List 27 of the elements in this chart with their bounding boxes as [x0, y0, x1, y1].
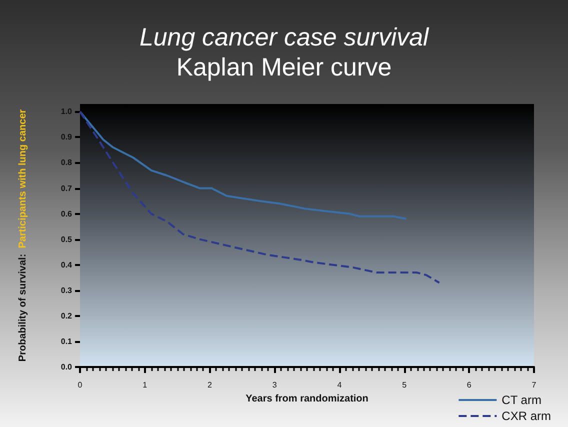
y-tick-label: 0.2 — [60, 311, 73, 320]
x-tick-label: 6 — [466, 380, 472, 390]
y-tick-label: 0.0 — [60, 362, 73, 372]
x-tick-label: 5 — [402, 380, 408, 390]
y-axis-title: Probability of survival: Participants with lung cancer — [18, 109, 28, 362]
x-tick-label: 3 — [272, 380, 278, 390]
x-tick-label: 0 — [78, 380, 83, 390]
chart-subtitle: Kaplan Meier curve — [176, 54, 392, 82]
line-series — [79, 110, 440, 284]
x-tick-label: 2 — [207, 380, 212, 390]
line-series — [79, 110, 408, 220]
y-tick-label: 0.3 — [60, 286, 73, 295]
legend-label: CT arm — [502, 393, 542, 407]
y-tick-label: 0.4 — [60, 260, 73, 270]
y-tick-label: 0.5 — [60, 234, 73, 244]
x-tick-label: 7 — [532, 380, 537, 390]
x-axis-title: Years from randomization — [246, 394, 368, 404]
legend-label: CXR arm — [502, 409, 552, 423]
y-tick-label: 0.1 — [60, 336, 73, 346]
x-tick-label: 1 — [142, 380, 148, 390]
y-tick-label: 1.0 — [60, 107, 73, 116]
chart-title: Lung cancer case survival — [139, 24, 430, 52]
y-tick-label: 0.9 — [60, 132, 73, 142]
x-tick-label: 4 — [337, 380, 342, 390]
y-tick-label: 0.7 — [60, 184, 73, 193]
y-tick-label: 0.6 — [60, 209, 73, 218]
y-tick-label: 0.8 — [60, 158, 73, 168]
